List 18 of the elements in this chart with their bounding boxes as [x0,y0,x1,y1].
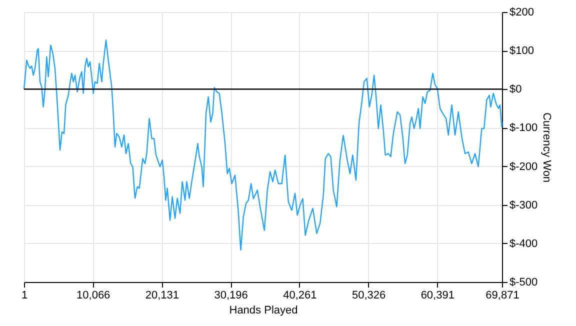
y-tick-label: $-400 [510,238,538,250]
x-tick-label: 40,261 [283,290,317,302]
x-tick-label: 60,391 [420,290,454,302]
x-tick-label: 20,131 [145,290,180,302]
x-tick-label: 30,196 [214,290,248,302]
y-tick-label: $100 [510,45,534,58]
y-axis-title: Currency Won [540,112,553,183]
y-tick-label: $200 [510,6,534,18]
y-tick-label: $-200 [510,160,538,173]
x-axis-title: Hands Played [229,304,298,316]
y-tick-label: $-500 [510,276,538,288]
y-tick-label: $-300 [510,199,538,212]
x-tick-label: 69,871 [486,290,520,302]
y-tick-label: $0 [510,84,522,96]
x-tick-label: 50,326 [352,290,386,302]
x-tick-label: 10,066 [76,290,110,302]
y-tick-label: $-100 [510,122,538,134]
x-tick-label: 1 [21,290,28,302]
